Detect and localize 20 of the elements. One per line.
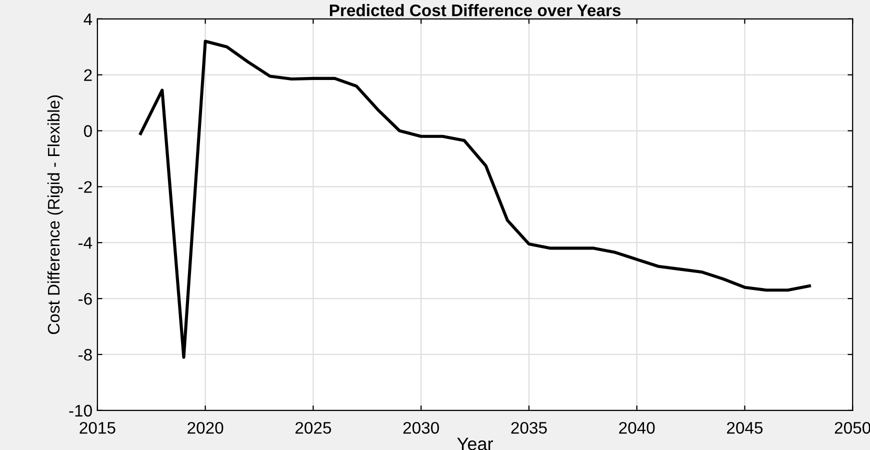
chart-title: Predicted Cost Difference over Years (330, 4, 621, 16)
x-tick-label: 2020 (188, 422, 224, 434)
x-tick-label: 2035 (511, 422, 547, 434)
x-tick-label: 2025 (296, 422, 332, 434)
y-tick-label: -4 (78, 237, 92, 249)
x-axis-title: Year (457, 438, 493, 450)
y-tick-label: 0 (84, 125, 92, 137)
y-tick-label: -2 (78, 181, 92, 193)
y-tick-label: -6 (78, 292, 92, 305)
y-tick-label: -8 (78, 348, 92, 361)
x-tick-label: 2040 (619, 422, 655, 434)
y-tick-label: -10 (69, 404, 92, 417)
x-tick-label: 2050 (834, 422, 870, 434)
x-tick-label: 2045 (727, 422, 763, 434)
y-tick-label: 4 (84, 13, 92, 25)
x-tick-label: 2015 (80, 422, 116, 434)
line-series (139, 40, 811, 359)
y-axis-title: Cost Difference (Rigid - Flexible) (47, 95, 63, 334)
x-tick-label: 2030 (403, 422, 439, 434)
y-tick-label: 2 (84, 69, 92, 81)
